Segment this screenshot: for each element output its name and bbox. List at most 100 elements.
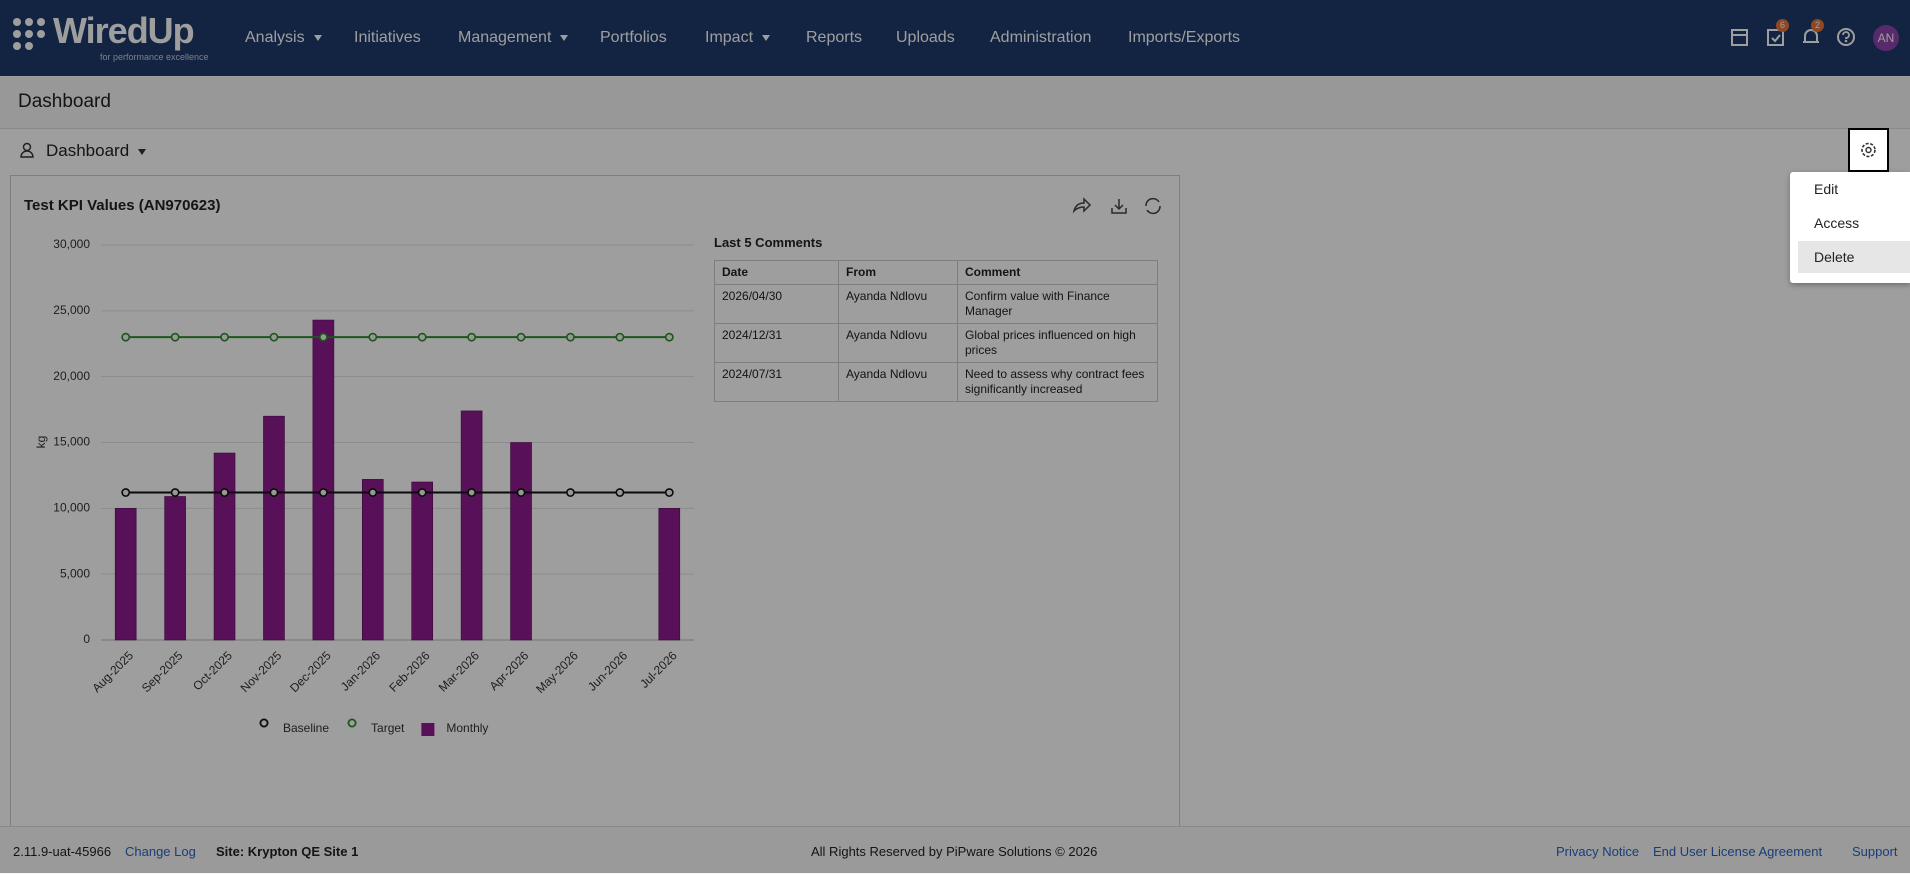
y-tick-label: 5,000 <box>60 566 90 580</box>
user-icon <box>20 142 34 158</box>
menu-item[interactable]: Edit <box>1814 181 1839 197</box>
site: Site: Krypton QE Site 1 <box>216 844 359 859</box>
line-marker <box>170 488 180 497</box>
y-tick-label: 30,000 <box>53 237 90 251</box>
chart: 05,00010,00015,00020,00025,00030,000kgAu… <box>34 237 694 736</box>
comment-cell: 2026/04/30 <box>714 284 839 324</box>
privacy-link[interactable]: Privacy Notice <box>1556 844 1640 859</box>
y-tick-label: 10,000 <box>53 501 90 515</box>
nav-item[interactable]: Analysis <box>245 29 322 47</box>
dashboard-selector-label: Dashboard <box>46 141 130 160</box>
title-bar: Dashboard <box>0 77 1910 129</box>
y-axis-label: kg <box>34 436 48 449</box>
line-marker <box>615 332 625 342</box>
share-icon[interactable] <box>1072 197 1092 214</box>
line-marker <box>566 332 575 342</box>
line-marker <box>170 332 180 342</box>
nav-item[interactable]: Management <box>458 29 569 47</box>
legend-label: Baseline <box>283 721 329 735</box>
tasks-icon[interactable] <box>1766 26 1786 48</box>
comment-cell: Confirm value with Finance Manager <box>957 284 1158 324</box>
line-marker <box>615 488 625 497</box>
footer: 2.11.9-uat-45966 Change Log Site: Krypto… <box>0 826 1910 874</box>
bar <box>460 410 483 641</box>
logo[interactable]: WiredUp <box>53 10 195 51</box>
nav-item[interactable]: Impact <box>705 29 771 47</box>
line-marker <box>467 332 477 342</box>
comment-row: 2024/07/31 Ayanda Ndlovu Need to assess wh… <box>714 362 1158 402</box>
nav-item-label: Initiatives <box>354 29 421 46</box>
nav-caret <box>762 34 771 41</box>
y-tick-label: 20,000 <box>53 369 90 383</box>
dashboard-selector[interactable]: Dashboard <box>46 141 147 161</box>
calendar-icon[interactable] <box>1730 26 1750 48</box>
legend-label: Target <box>371 721 405 735</box>
nav-item[interactable]: Portfolios <box>600 29 667 47</box>
line-marker <box>417 488 427 497</box>
nav-item[interactable]: Administration <box>990 29 1091 47</box>
widget-card: Test KPI Values (AN970623) 0 5,000 10,000 1… <box>10 175 1180 827</box>
nav-item[interactable]: Uploads <box>896 29 955 47</box>
settings-button[interactable] <box>1848 128 1889 172</box>
comment-cell: Ayanda Ndlovu <box>838 362 958 402</box>
nav-item-label: Impact <box>705 29 754 46</box>
line-marker <box>516 488 526 497</box>
version: 2.11.9-uat-45966 <box>13 844 112 859</box>
line-marker <box>269 332 279 342</box>
eula-link[interactable]: End User License Agreement <box>1653 844 1823 859</box>
line-marker <box>220 332 229 342</box>
comment-row: 2024/12/31 Ayanda Ndlovu Global prices inf… <box>714 323 1158 363</box>
line-marker <box>318 488 328 497</box>
line-marker <box>220 488 229 497</box>
menu-item[interactable]: Access <box>1814 215 1860 231</box>
gear-icon <box>1861 142 1876 158</box>
page-title: Dashboard <box>18 91 111 112</box>
legend-marker <box>259 718 269 728</box>
comment-cell: 2024/07/31 <box>714 362 839 402</box>
comment-cell: Global prices influenced on high prices <box>957 323 1158 363</box>
line-marker <box>417 332 427 342</box>
bar <box>213 452 236 641</box>
avatar[interactable]: AN <box>1873 25 1899 51</box>
line-marker <box>467 488 477 497</box>
nav-caret <box>560 34 569 41</box>
logo-dots <box>13 18 45 50</box>
bell-icon[interactable] <box>1801 26 1821 48</box>
task-badge: 6 <box>1776 19 1789 32</box>
y-tick-label: 0 <box>83 632 90 646</box>
nav-item[interactable]: Reports <box>806 29 862 47</box>
y-tick-label: 15,000 <box>53 435 90 449</box>
line-marker <box>368 488 378 497</box>
comments-title: Last 5 Comments <box>714 235 823 250</box>
nav-item[interactable]: Initiatives <box>354 29 421 47</box>
bar <box>263 415 285 641</box>
bar <box>312 319 335 641</box>
line-marker <box>664 332 674 342</box>
nav-item[interactable]: Imports/Exports <box>1128 29 1240 47</box>
nav-item-label: Administration <box>990 29 1092 46</box>
refresh-icon[interactable] <box>1145 197 1161 215</box>
download-icon[interactable] <box>1111 199 1127 214</box>
menu-item[interactable]: Delete <box>1798 241 1910 273</box>
changelog-link[interactable]: Change Log <box>125 844 196 859</box>
line-marker <box>516 332 526 342</box>
support-link[interactable]: Support <box>1852 844 1898 859</box>
comments-table: Date From Comment 2026/04/30 Ayanda Ndlovu C… <box>714 260 1158 402</box>
settings-menu: Edit Access Delete <box>1790 172 1910 283</box>
help-icon[interactable] <box>1836 27 1856 47</box>
column-header: From <box>838 260 958 285</box>
nav-item-label: Management <box>458 29 552 46</box>
comment-cell: 2024/12/31 <box>714 323 839 363</box>
nav-item-label: Portfolios <box>600 29 667 46</box>
line-marker <box>566 488 575 497</box>
nav-item-label: Analysis <box>245 29 305 46</box>
column-header: Comment <box>957 260 1158 285</box>
line-marker <box>318 332 328 342</box>
nav-caret <box>313 34 322 41</box>
widget-actions <box>1072 197 1161 215</box>
bar <box>411 481 434 641</box>
bar <box>361 479 384 641</box>
line-marker <box>269 488 279 497</box>
